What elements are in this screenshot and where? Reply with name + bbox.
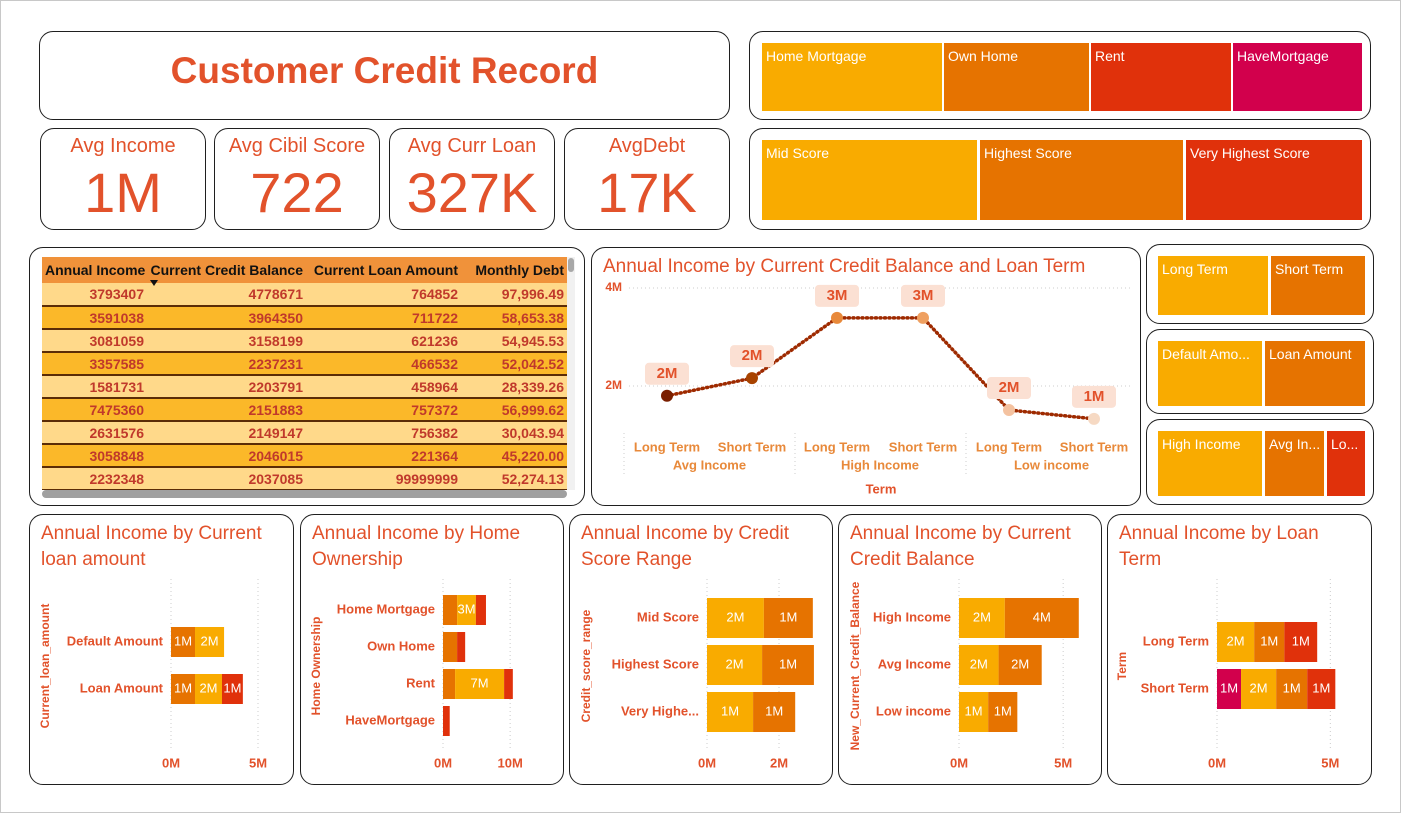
- chart-title: Annual Income by Current Credit Balance: [850, 523, 1071, 570]
- chart-card: [591, 247, 1141, 506]
- slicer-tile[interactable]: Long Term: [1158, 256, 1268, 315]
- table-row: 3793407 4778671 764852 97,996.49: [42, 283, 567, 307]
- table-cell: 2203791: [147, 375, 306, 399]
- table-row: 3081059 3158199 621236 54,945.53: [42, 329, 567, 353]
- table-cell: 2237231: [147, 352, 306, 376]
- table-cell: 99999999: [306, 467, 461, 490]
- slicer-tile[interactable]: Avg In...: [1265, 431, 1324, 496]
- column-header[interactable]: Current Credit Balance: [147, 257, 306, 286]
- table-cell: 52,274.13: [461, 467, 567, 490]
- slicer-tile[interactable]: Lo...: [1327, 431, 1365, 496]
- table-cell: 54,945.53: [461, 329, 567, 353]
- table-cell: 28,339.26: [461, 375, 567, 399]
- table-row: 3058848 2046015 221364 45,220.00: [42, 444, 567, 468]
- slicer-tile[interactable]: Highest Score: [980, 140, 1183, 220]
- slicer-tile[interactable]: Short Term: [1271, 256, 1365, 315]
- table-cell: 2149147: [147, 421, 306, 445]
- table-row: 2232348 2037085 99999999 52,274.13: [42, 467, 567, 490]
- slicer-tile[interactable]: Home Mortgage: [762, 43, 942, 111]
- chart-title: Annual Income by Home Ownership: [312, 523, 521, 570]
- table-cell: 711722: [306, 306, 461, 330]
- chart-title: Annual Income by Current Credit Balance …: [603, 256, 1086, 277]
- table-cell: 52,042.52: [461, 352, 567, 376]
- table-row: 1581731 2203791 458964 28,339.26: [42, 375, 567, 399]
- kpi-label: Avg Curr Loan: [407, 135, 537, 157]
- kpi-card: [389, 128, 555, 230]
- kpi-value: 327K: [406, 161, 538, 224]
- kpi-value: 17K: [597, 161, 697, 224]
- table-cell: 45,220.00: [461, 444, 567, 468]
- slicer-tile[interactable]: Mid Score: [762, 140, 977, 220]
- table-cell: 458964: [306, 375, 461, 399]
- kpi-label: AvgDebt: [608, 135, 686, 157]
- slicer-tile[interactable]: HaveMortgage: [1233, 43, 1362, 111]
- table-row: 3591038 3964350 711722 58,653.38: [42, 306, 567, 330]
- column-header[interactable]: Current Loan Amount: [306, 257, 461, 283]
- slicer-tile[interactable]: Rent: [1091, 43, 1231, 111]
- table-cell: 3591038: [42, 306, 147, 330]
- table-cell: 621236: [306, 329, 461, 353]
- chart-title: Annual Income by Loan Term: [1119, 523, 1319, 570]
- vertical-scrollbar: [567, 257, 575, 490]
- kpi-card: [214, 128, 380, 230]
- slicer-tile[interactable]: Own Home: [944, 43, 1089, 111]
- slicer-tile[interactable]: Default Amo...: [1158, 341, 1262, 406]
- table-cell: 2631576: [42, 421, 147, 445]
- kpi-card: [564, 128, 730, 230]
- chart-title: Annual Income by Credit Score Range: [581, 523, 790, 570]
- data-table: Annual Income Current Credit Balance Curre…: [42, 257, 567, 490]
- chart-title: Annual Income by Current loan amount: [41, 523, 262, 570]
- table-row: 3357585 2237231 466532 52,042.52: [42, 352, 567, 376]
- dashboard-title: Customer Credit Record: [170, 50, 599, 91]
- slicer-tile[interactable]: Loan Amount: [1265, 341, 1365, 406]
- table-cell: 221364: [306, 444, 461, 468]
- kpi-value: 722: [250, 161, 344, 224]
- column-header[interactable]: Annual Income: [42, 257, 147, 283]
- kpi-value: 1M: [84, 161, 162, 224]
- table-cell: 3058848: [42, 444, 147, 468]
- sort-arrow: [150, 280, 158, 286]
- slicer-tile[interactable]: Very Highest Score: [1186, 140, 1362, 220]
- chart-card: [29, 514, 294, 785]
- table-body: 3793407 4778671 764852 97,996.49 3591038 3964…: [42, 283, 567, 490]
- table-cell: 3357585: [42, 352, 147, 376]
- table-cell: 30,043.94: [461, 421, 567, 445]
- kpi-label: Avg Income: [70, 135, 176, 157]
- table-cell: 2232348: [42, 467, 147, 490]
- table-row: 7475360 2151883 757372 56,999.62: [42, 398, 567, 422]
- table-cell: 3158199: [147, 329, 306, 353]
- table-row: 2631576 2149147 756382 30,043.94: [42, 421, 567, 445]
- table-cell: 764852: [306, 283, 461, 307]
- horizontal-scrollbar: [42, 490, 567, 498]
- table-cell: 1581731: [42, 375, 147, 399]
- table-cell: 2151883: [147, 398, 306, 422]
- table-cell: 7475360: [42, 398, 147, 422]
- table-viewport: Annual Income Current Credit Balance Curre…: [42, 257, 567, 490]
- table-cell: 2046015: [147, 444, 306, 468]
- table-cell: 466532: [306, 352, 461, 376]
- table-head: Annual Income Current Credit Balance Curre…: [42, 257, 567, 286]
- table-cell: 3081059: [42, 329, 147, 353]
- column-header[interactable]: Monthly Debt: [461, 257, 567, 283]
- vertical-scroll-thumb: [568, 258, 574, 272]
- table-cell: 56,999.62: [461, 398, 567, 422]
- kpi-card: [40, 128, 206, 230]
- table-cell: 3793407: [42, 283, 147, 307]
- table-cell: 756382: [306, 421, 461, 445]
- table-cell: 4778671: [147, 283, 306, 307]
- table-cell: 2037085: [147, 467, 306, 490]
- header-row: Annual Income Current Credit Balance Curre…: [42, 257, 567, 286]
- table-cell: 97,996.49: [461, 283, 567, 307]
- slicer-tile[interactable]: High Income: [1158, 431, 1262, 496]
- title-card: [39, 31, 730, 120]
- table-cell: 3964350: [147, 306, 306, 330]
- table-cell: 58,653.38: [461, 306, 567, 330]
- table-cell: 757372: [306, 398, 461, 422]
- kpi-label: Avg Cibil Score: [228, 135, 366, 157]
- chart-card: [300, 514, 564, 785]
